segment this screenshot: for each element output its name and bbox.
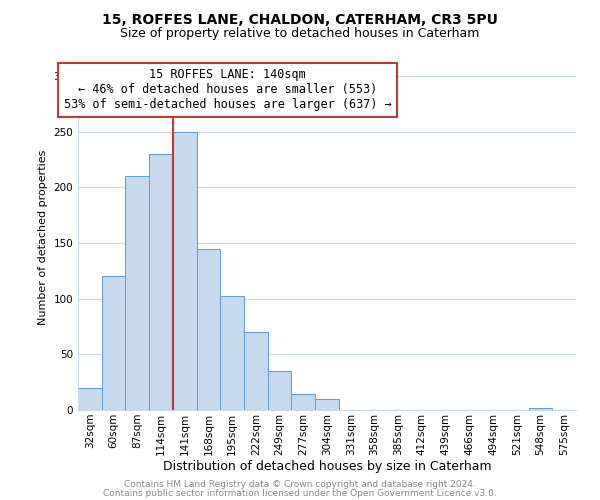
Bar xyxy=(149,154,173,410)
Bar xyxy=(529,408,552,410)
X-axis label: Distribution of detached houses by size in Caterham: Distribution of detached houses by size … xyxy=(163,460,491,473)
Bar xyxy=(78,388,102,410)
Bar xyxy=(244,332,268,410)
Bar xyxy=(268,371,292,410)
Text: Size of property relative to detached houses in Caterham: Size of property relative to detached ho… xyxy=(121,28,479,40)
Text: Contains HM Land Registry data © Crown copyright and database right 2024.: Contains HM Land Registry data © Crown c… xyxy=(124,480,476,489)
Text: Contains public sector information licensed under the Open Government Licence v3: Contains public sector information licen… xyxy=(103,488,497,498)
Text: 15 ROFFES LANE: 140sqm
← 46% of detached houses are smaller (553)
53% of semi-de: 15 ROFFES LANE: 140sqm ← 46% of detached… xyxy=(64,68,391,112)
Y-axis label: Number of detached properties: Number of detached properties xyxy=(38,150,48,325)
Text: 15, ROFFES LANE, CHALDON, CATERHAM, CR3 5PU: 15, ROFFES LANE, CHALDON, CATERHAM, CR3 … xyxy=(102,12,498,26)
Bar xyxy=(197,248,220,410)
Bar xyxy=(102,276,125,410)
Bar xyxy=(125,176,149,410)
Bar xyxy=(292,394,315,410)
Bar xyxy=(220,296,244,410)
Bar xyxy=(173,132,197,410)
Bar xyxy=(315,399,339,410)
